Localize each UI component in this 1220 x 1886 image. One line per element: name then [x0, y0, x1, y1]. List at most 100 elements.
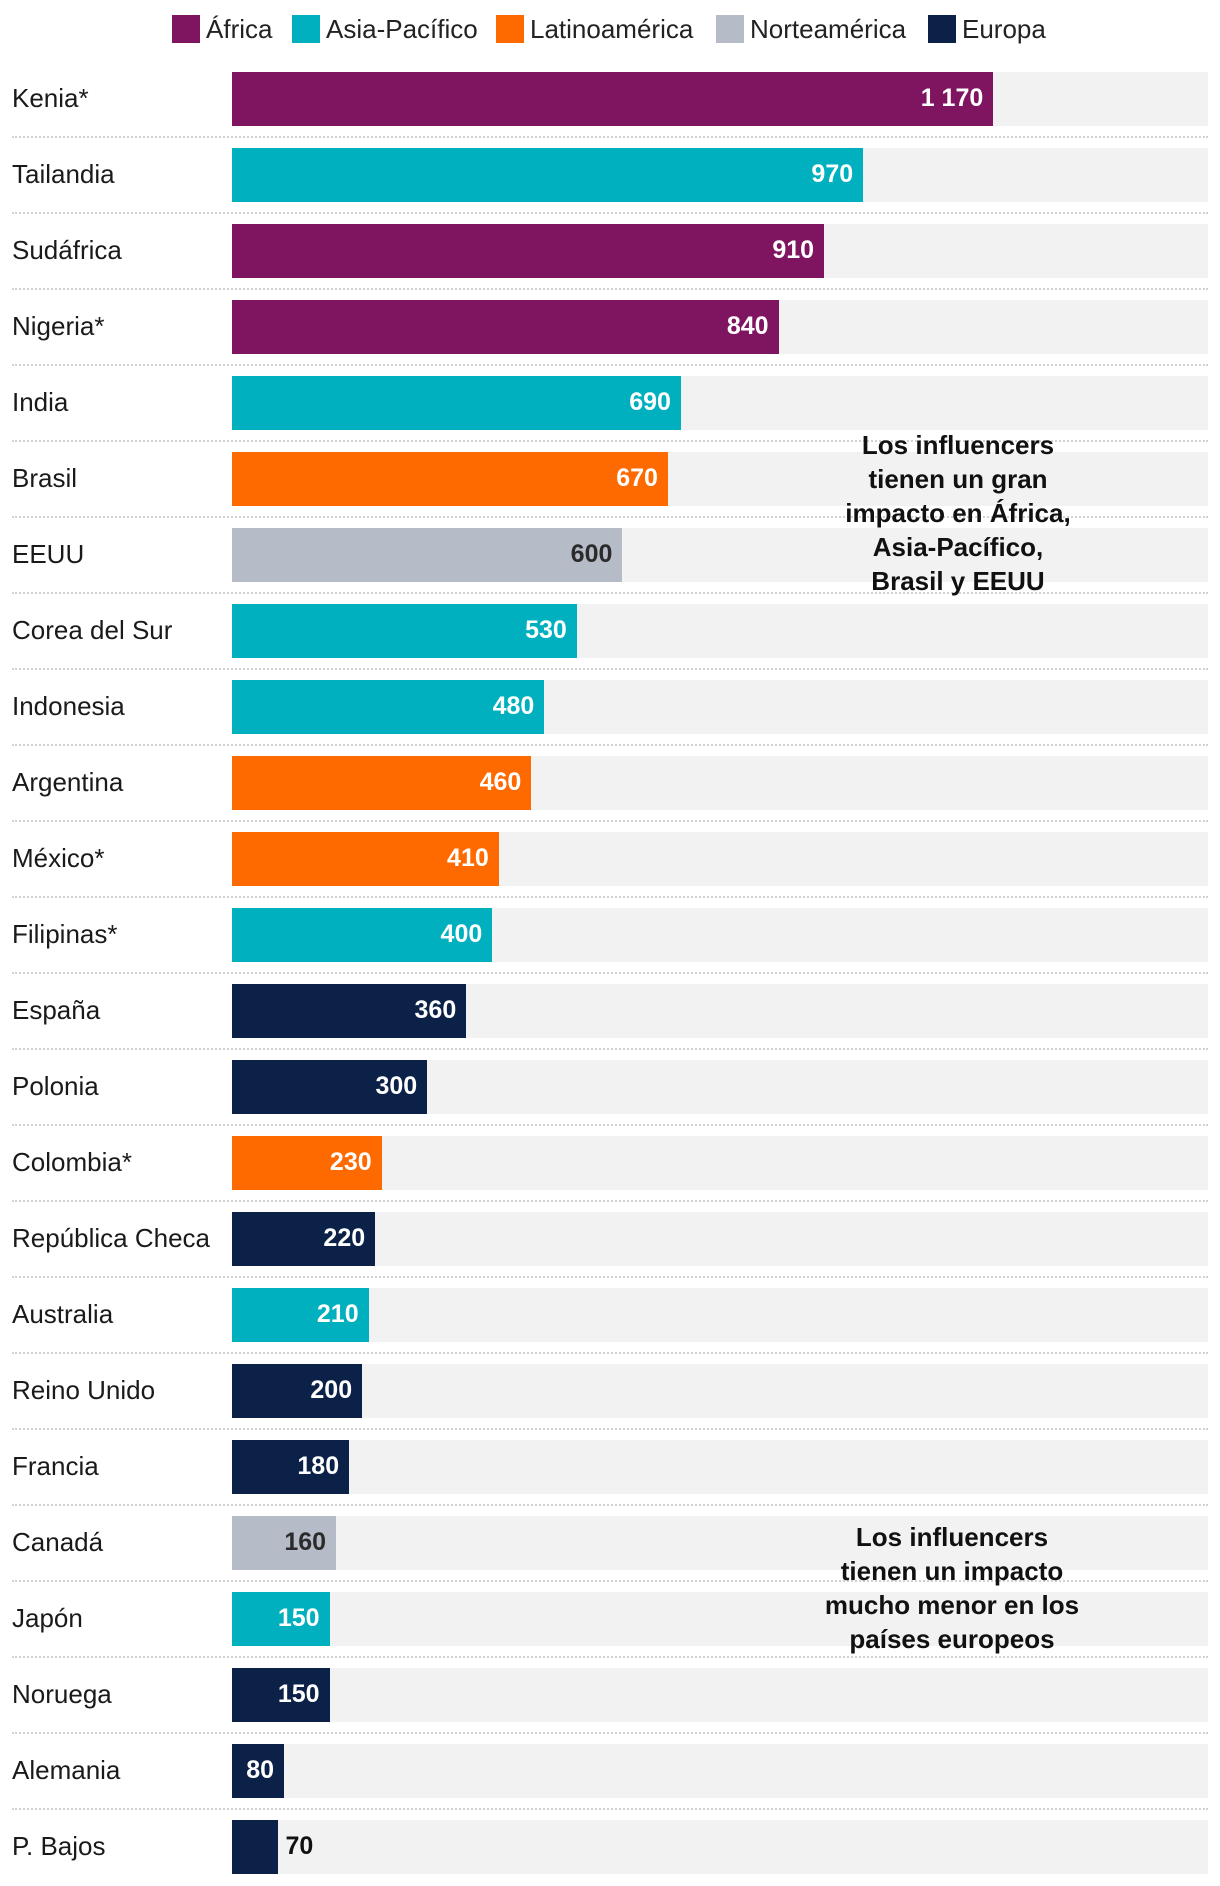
row-separator — [12, 1048, 1208, 1050]
category-label: Brasil — [12, 463, 78, 493]
legend-item: Asia-Pacífico — [292, 12, 478, 46]
category-label: Corea del Sur — [12, 615, 173, 645]
bar — [232, 72, 994, 126]
legend-label: Norteamérica — [750, 13, 907, 44]
annotation: Los influencers tienen un impacto mucho me… — [825, 1520, 1079, 1656]
bar-track — [232, 1136, 1208, 1190]
bar — [232, 1592, 330, 1646]
row-separator — [12, 1504, 1208, 1506]
bar — [232, 1212, 376, 1266]
row-separator — [12, 668, 1208, 670]
annotation: Los influencers tienen un gran impacto en … — [845, 428, 1070, 598]
value-label: 1 170 — [920, 84, 984, 112]
legend-swatch — [928, 15, 956, 43]
category-label: India — [12, 387, 69, 417]
bar — [232, 528, 623, 582]
row-separator — [12, 1580, 1208, 1582]
value-label: 400 — [440, 920, 483, 948]
bar — [232, 1440, 350, 1494]
row-separator — [12, 1124, 1208, 1126]
bar — [232, 908, 493, 962]
legend-swatch — [172, 15, 200, 43]
row-separator — [12, 516, 1208, 518]
bar-track — [232, 1364, 1208, 1418]
bar — [232, 452, 668, 506]
legend-label: Asia-Pacífico — [326, 13, 478, 44]
bar — [232, 148, 864, 202]
annotation-line: tienen un gran — [868, 464, 1048, 494]
category-label: Japón — [12, 1603, 83, 1633]
bar — [232, 1060, 428, 1114]
row-separator — [12, 1428, 1208, 1430]
category-label: EEUU — [12, 539, 85, 569]
category-label: Polonia — [12, 1071, 99, 1101]
category-label: Reino Unido — [12, 1375, 156, 1405]
category-label: Indonesia — [12, 691, 125, 721]
value-label: 150 — [277, 1604, 320, 1632]
value-label: 690 — [629, 388, 671, 416]
value-label: 970 — [811, 160, 854, 188]
annotation-line: Los influencers — [861, 430, 1055, 460]
row-separator — [12, 1276, 1208, 1278]
row-separator — [12, 896, 1208, 898]
row-separator — [12, 440, 1208, 442]
row-separator — [12, 136, 1208, 138]
bar-track — [232, 1820, 1208, 1874]
value-label: 840 — [726, 312, 769, 340]
category-label: Alemania — [12, 1755, 121, 1785]
value-label: 160 — [284, 1528, 327, 1556]
bar — [232, 1820, 278, 1874]
category-label: México* — [12, 843, 105, 873]
bar — [232, 1288, 369, 1342]
value-label: 80 — [246, 1756, 275, 1784]
value-label: 410 — [447, 844, 489, 872]
value-label: 180 — [297, 1452, 340, 1480]
bar-track — [232, 1592, 1208, 1646]
category-label: Australia — [12, 1299, 114, 1329]
value-label: 300 — [375, 1072, 418, 1100]
legend-swatch — [716, 15, 744, 43]
category-label: Colombia* — [12, 1147, 132, 1177]
annotation-line: mucho menor en los — [824, 1590, 1080, 1620]
bar — [232, 1516, 337, 1570]
category-label: Francia — [12, 1451, 99, 1481]
annotation-line: tienen un impacto — [840, 1556, 1064, 1586]
category-label: P. Bajos — [12, 1831, 106, 1861]
category-label: Canadá — [12, 1527, 104, 1557]
legend: África Asia-Pacífico Latinoamérica Norteamé… — [0, 0, 1220, 58]
category-label: Sudáfrica — [12, 235, 122, 265]
legend-item: Norteamérica — [716, 12, 906, 46]
legend-swatch — [496, 15, 524, 43]
row-separator — [12, 1656, 1208, 1658]
bar — [232, 832, 499, 886]
bar — [232, 680, 545, 734]
bar-track — [232, 1744, 1208, 1798]
row-separator — [12, 1352, 1208, 1354]
row-separator — [12, 820, 1208, 822]
bar — [232, 300, 779, 354]
bar-track — [232, 1668, 1208, 1722]
value-label: 200 — [310, 1376, 353, 1404]
category-label: República Checa — [12, 1223, 211, 1253]
bar — [232, 376, 681, 430]
value-label: 670 — [616, 464, 658, 492]
row-separator — [12, 1732, 1208, 1734]
legend-item: Europa — [928, 12, 1046, 46]
bar-track — [232, 1288, 1208, 1342]
legend-item: África — [172, 12, 272, 46]
value-label: 530 — [525, 616, 567, 644]
category-label: Filipinas* — [12, 919, 118, 949]
category-label: Tailandia — [12, 159, 115, 189]
bar — [232, 1744, 285, 1798]
legend-item: Latinoamérica — [496, 12, 693, 46]
annotation-line: Brasil y EEUU — [871, 566, 1045, 596]
annotation-line: Los influencers — [855, 1522, 1049, 1552]
row-separator — [12, 364, 1208, 366]
legend-label: África — [206, 13, 273, 44]
value-label: 600 — [570, 540, 613, 568]
value-label: 210 — [316, 1300, 359, 1328]
category-label: Argentina — [12, 767, 124, 797]
annotation-line: Asia-Pacífico, — [872, 532, 1044, 562]
value-label: 480 — [492, 692, 535, 720]
legend-swatch — [292, 15, 320, 43]
